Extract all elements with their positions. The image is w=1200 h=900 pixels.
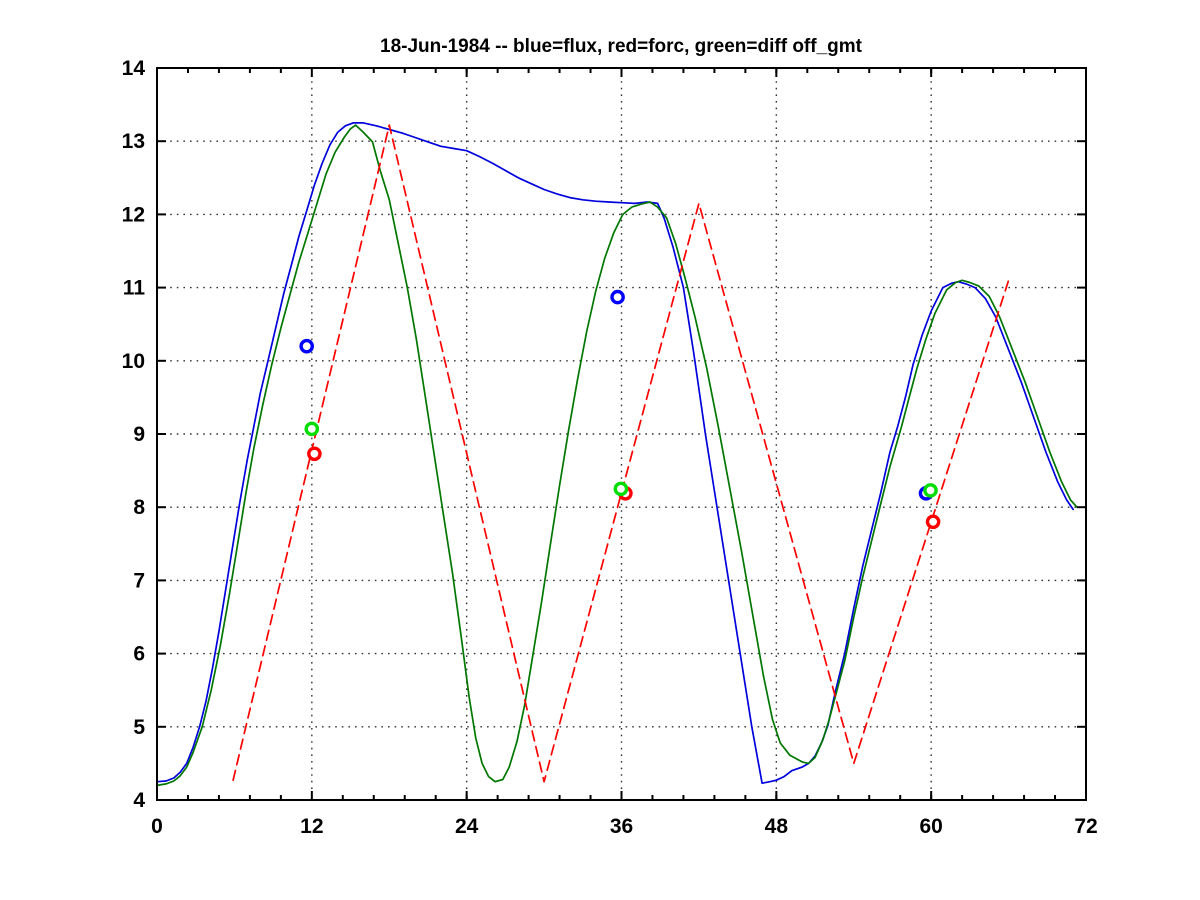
series-diff-line bbox=[156, 124, 1078, 787]
y-tick-label: 9 bbox=[133, 423, 145, 446]
series-flux-line bbox=[156, 122, 1074, 785]
y-tick-label: 11 bbox=[123, 277, 146, 300]
y-tick-label: 5 bbox=[133, 716, 145, 739]
y-tick-label: 8 bbox=[133, 496, 145, 519]
marker-flux-obs bbox=[610, 289, 625, 305]
marker-diff-obs bbox=[613, 481, 629, 497]
marker-forc-obs bbox=[307, 446, 322, 462]
axes-box bbox=[156, 67, 1087, 801]
y-tick-label: 13 bbox=[122, 130, 145, 153]
tick-labels: 0 12 24 36 48 60 72 4 5 6 7 8 9 10 11 12 13 14 bbox=[122, 57, 1098, 838]
observation-markers bbox=[299, 289, 941, 530]
y-tick-label: 14 bbox=[122, 57, 146, 80]
grid bbox=[157, 68, 1086, 800]
y-tick-label: 10 bbox=[122, 350, 145, 373]
x-tick-label: 36 bbox=[610, 815, 633, 838]
marker-diff-obs bbox=[304, 421, 320, 437]
y-tick-label: 7 bbox=[133, 569, 145, 592]
series-lines bbox=[156, 122, 1078, 787]
marker-flux-obs bbox=[299, 338, 315, 354]
x-tick-label: 60 bbox=[919, 815, 942, 838]
y-tick-label: 12 bbox=[122, 203, 145, 226]
chart-title: 18-Jun-1984 -- blue=flux, red=forc, gree… bbox=[380, 36, 863, 57]
y-tick-label: 6 bbox=[133, 643, 145, 666]
marker-diff-obs bbox=[923, 483, 938, 498]
marker-forc-obs bbox=[925, 514, 941, 530]
x-tick-label: 24 bbox=[455, 815, 479, 838]
y-tick-label: 4 bbox=[133, 789, 145, 812]
x-tick-label: 72 bbox=[1074, 815, 1097, 838]
x-tick-label: 0 bbox=[151, 815, 163, 838]
x-tick-label: 12 bbox=[300, 815, 323, 838]
x-tick-label: 48 bbox=[765, 815, 789, 838]
